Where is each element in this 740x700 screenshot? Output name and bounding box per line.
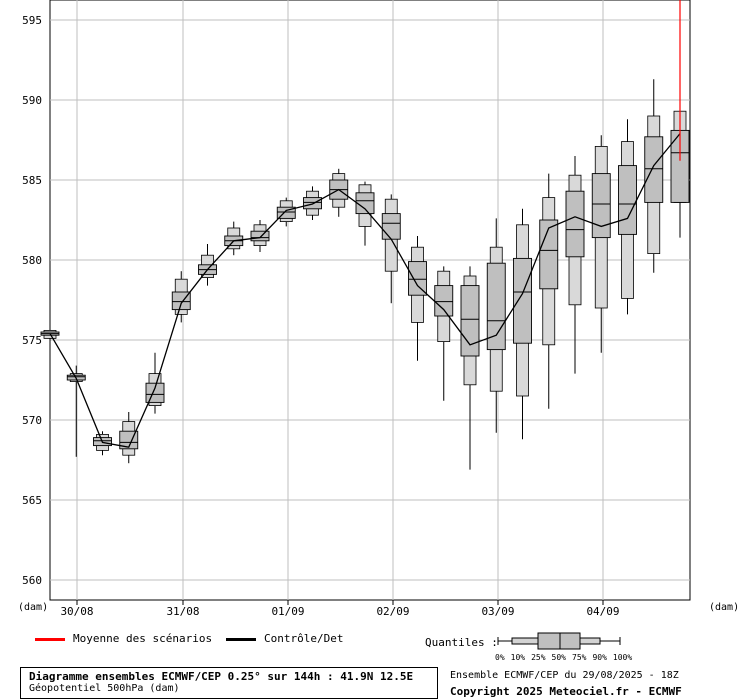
x-tick-label: 31/08 [166,605,199,618]
control-det-line [49,133,681,448]
box-step [408,236,427,361]
box-step [198,244,217,286]
quantile-tick-label: 0% [495,653,505,662]
quantile-tick-label: 50% [551,653,566,662]
box-step [565,156,585,374]
x-tick-label: 03/09 [481,605,514,618]
caption-subtitle: Géopotentiel 500hPa (dam) [29,683,180,694]
quantile-tick-label: 25% [531,653,546,662]
box-step [434,266,454,401]
x-tick-label: 02/09 [376,605,409,618]
y-tick-label: 580 [22,254,42,267]
box-p25-p75 [644,136,664,203]
box-p25-p75 [381,213,401,240]
legend-det-swatch [226,637,256,641]
x-tick-label: 30/08 [60,605,93,618]
box-step [250,220,270,252]
quantile-tick-label: 10% [510,653,526,662]
legend-mean-label: Moyenne des scénarios [73,632,213,645]
quantile-tick-label: 75% [572,653,587,662]
x-tick-label: 04/09 [586,605,619,618]
box-step [303,186,322,220]
y-tick-label: 565 [22,494,42,507]
caption-title: Diagramme ensembles ECMWF/CEP 0.25° sur … [29,670,414,683]
copyright: Copyright 2025 Meteociel.fr - ECMWF [450,685,682,698]
box-p25-p75 [250,230,270,242]
box-p25-p75 [539,219,559,290]
box-p25-p75 [618,165,637,235]
legend-mean: Moyenne des scénarios [35,632,212,645]
box-step [381,194,401,304]
box-series [40,61,690,470]
y-tick-label: 595 [22,14,42,27]
y-tick-label: 585 [22,174,42,187]
y-tick-label: 570 [22,414,42,427]
box-p25-p75 [591,173,611,239]
quantiles-ticks: 0% 10% 25% 50% 75% 90% 100% [495,653,638,662]
box-step [355,181,375,246]
box-step [618,119,637,315]
legend-det: Contrôle/Det [226,632,343,645]
quantile-tick-label: 100% [612,653,633,662]
box-p25-p75 [513,257,532,344]
box-p25-p75 [303,197,322,210]
y-axis-ticks: 560 565 570 575 580 585 590 595 [22,14,42,587]
box-step [460,266,480,470]
box-p25-p75 [355,192,375,215]
y-tick-label: 590 [22,94,42,107]
quantiles-glyph [497,632,621,650]
trend-lines [49,0,681,448]
box-step [171,271,191,323]
q-inner-box [537,632,581,650]
box-p25-p75 [434,285,454,317]
plot-frame [49,0,691,601]
x-axis-ticks: 30/08 31/08 01/09 02/09 03/09 04/09 [60,600,620,618]
box-p25-p75 [486,262,506,351]
run-info: Ensemble ECMWF/CEP du 29/08/2025 - 18Z [450,670,679,681]
box-p25-p75 [276,206,296,219]
x-tick-label: 01/09 [271,605,304,618]
box-step [644,79,664,273]
box-step [276,197,296,227]
y-axis-unit-left: (dam) [18,602,48,613]
legend-mean-swatch [35,637,65,641]
box-step [145,352,165,414]
quantiles-label: Quantiles : [425,636,498,649]
box-p25-p75 [408,261,427,296]
caption-box: Diagramme ensembles ECMWF/CEP 0.25° sur … [20,667,438,699]
quantile-tick-label: 90% [592,653,607,662]
y-tick-label: 560 [22,574,42,587]
grid [49,0,691,601]
box-step [224,221,244,256]
legend-det-label: Contrôle/Det [264,632,344,645]
box-step [539,173,559,409]
y-axis-unit-right: (dam) [709,602,739,613]
box-p25-p75 [565,190,585,258]
box-step [591,135,611,353]
box-step [513,208,532,440]
y-tick-label: 575 [22,334,42,347]
